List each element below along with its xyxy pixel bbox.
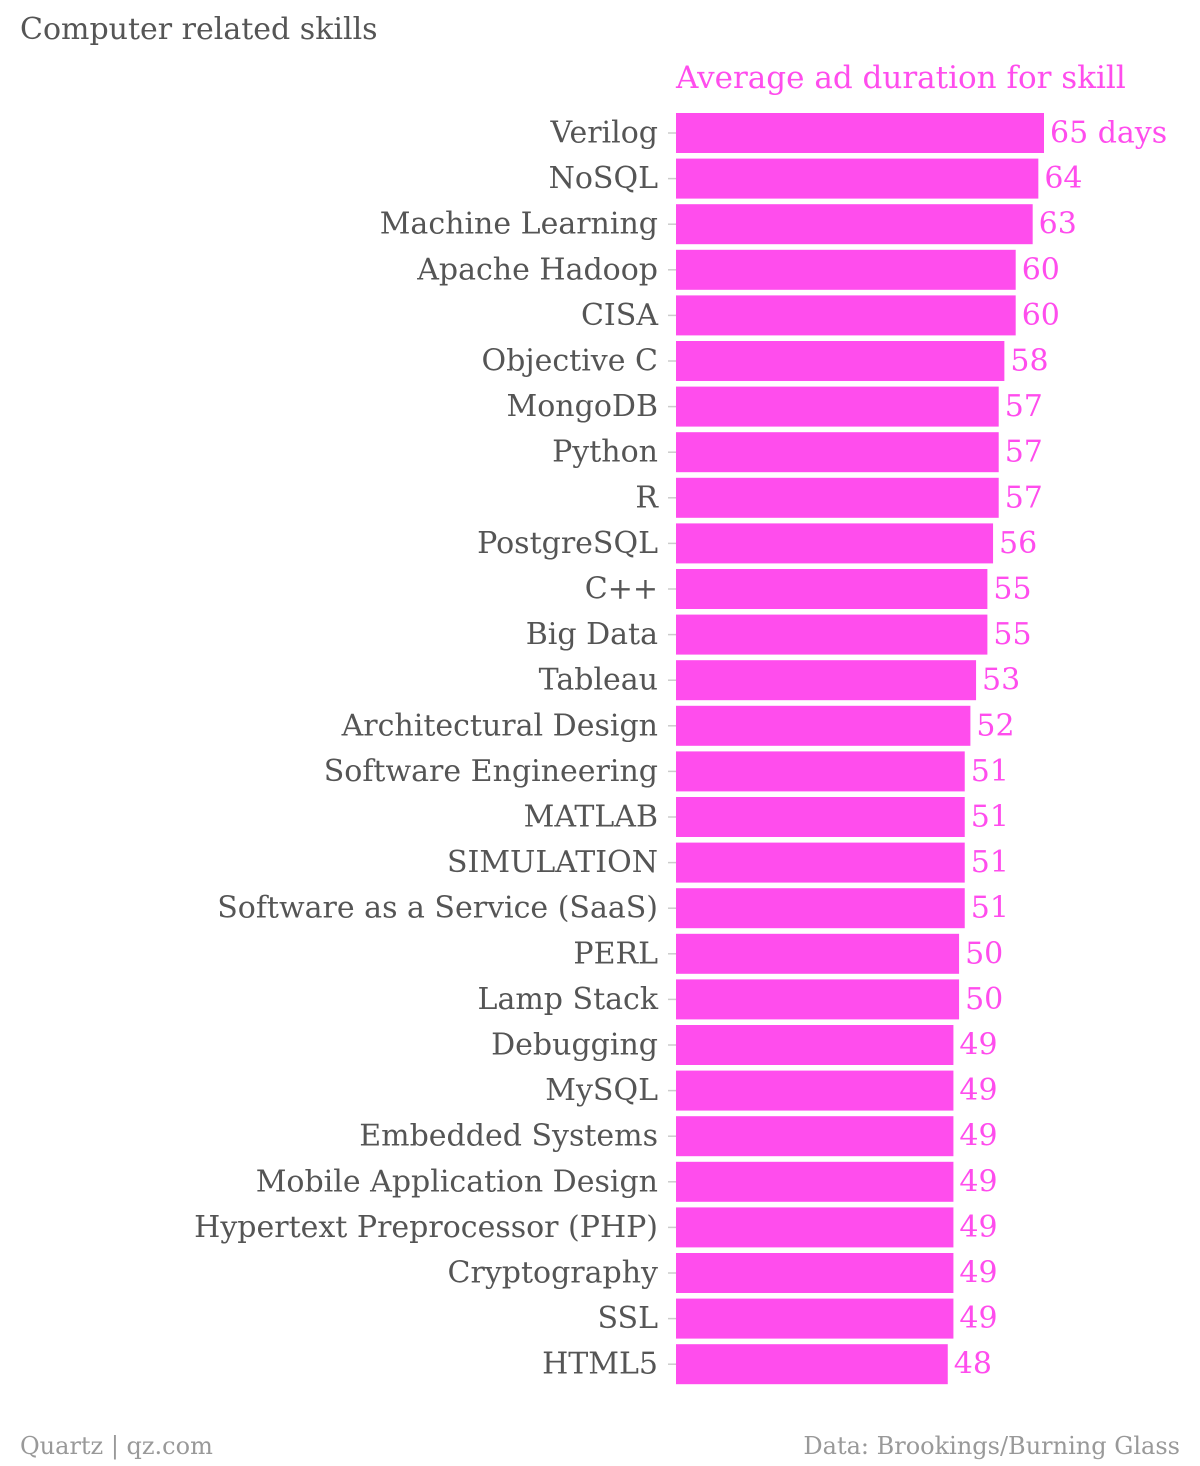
bar — [676, 705, 971, 746]
bar — [676, 569, 988, 609]
bar — [676, 204, 1033, 245]
bar — [676, 249, 1016, 290]
bar — [676, 614, 988, 655]
data-label: 48 — [954, 1347, 992, 1382]
category-label: Machine Learning — [380, 207, 658, 242]
category-label: R — [635, 480, 659, 515]
bar — [676, 1298, 954, 1339]
footer-credit: Quartz | qz.com — [20, 1432, 213, 1460]
category-label: PERL — [573, 936, 658, 971]
bar — [676, 1070, 954, 1111]
category-label: SIMULATION — [447, 845, 658, 880]
bar — [676, 797, 965, 837]
category-label: MySQL — [545, 1073, 658, 1108]
data-label: 50 — [965, 982, 1003, 1017]
bar — [676, 523, 994, 564]
category-label: Objective C — [482, 344, 659, 379]
category-label: C++ — [585, 572, 658, 607]
series-label: Average ad duration for skill — [676, 60, 1126, 96]
category-label: HTML5 — [542, 1347, 658, 1382]
data-label: 51 — [971, 754, 1009, 789]
data-label: 56 — [999, 526, 1037, 561]
data-label: 60 — [1022, 252, 1060, 287]
category-label: Python — [552, 435, 658, 470]
data-label: 65 days — [1050, 116, 1167, 151]
category-label: CISA — [581, 298, 658, 333]
category-label: Architectural Design — [341, 708, 658, 743]
category-label: Software Engineering — [324, 754, 658, 789]
data-label: 58 — [1010, 344, 1048, 379]
bar — [676, 432, 999, 473]
bar — [676, 751, 965, 792]
bar — [676, 1344, 948, 1385]
data-label: 49 — [959, 1256, 997, 1291]
data-label: 60 — [1022, 298, 1060, 333]
data-label: 57 — [1005, 435, 1043, 470]
category-label: Apache Hadoop — [416, 252, 658, 287]
category-label: SSL — [598, 1301, 659, 1336]
category-label: Debugging — [491, 1028, 658, 1063]
data-label: 51 — [971, 800, 1009, 835]
category-label: Software as a Service (SaaS) — [217, 891, 658, 926]
bar — [676, 1025, 954, 1065]
data-label: 63 — [1039, 207, 1077, 242]
data-label: 49 — [959, 1119, 997, 1154]
data-label: 49 — [959, 1028, 997, 1063]
bar — [676, 933, 960, 974]
chart-title: Computer related skills — [20, 12, 378, 47]
bar — [676, 113, 1044, 153]
data-label: 57 — [1005, 480, 1043, 515]
data-label: 64 — [1044, 161, 1082, 196]
data-label: 49 — [959, 1073, 997, 1108]
category-label: Cryptography — [448, 1256, 659, 1291]
data-label: 57 — [1005, 389, 1043, 424]
category-label: Embedded Systems — [359, 1119, 658, 1154]
data-label: 49 — [959, 1301, 997, 1336]
category-label: Tableau — [539, 663, 658, 698]
bar — [676, 888, 965, 929]
data-label: 53 — [982, 663, 1020, 698]
data-label: 55 — [993, 572, 1031, 607]
bar — [676, 295, 1016, 336]
bar — [676, 979, 960, 1020]
data-label: 51 — [971, 845, 1009, 880]
bar — [676, 386, 999, 427]
category-label: Lamp Stack — [478, 982, 659, 1017]
data-label: 55 — [993, 617, 1031, 652]
footer-source: Data: Brookings/Burning Glass — [803, 1432, 1180, 1460]
category-label: Mobile Application Design — [256, 1164, 658, 1199]
category-label: MongoDB — [507, 389, 658, 424]
bar — [676, 1116, 954, 1157]
data-label: 50 — [965, 936, 1003, 971]
data-label: 52 — [976, 708, 1014, 743]
bar — [676, 341, 1005, 381]
bar — [676, 477, 999, 518]
bar — [676, 1161, 954, 1202]
bar — [676, 1253, 954, 1293]
bar — [676, 842, 965, 883]
category-label: NoSQL — [549, 161, 658, 196]
category-label: Hypertext Preprocessor (PHP) — [194, 1210, 658, 1245]
data-label: 49 — [959, 1210, 997, 1245]
bar — [676, 660, 977, 701]
category-label: MATLAB — [524, 800, 658, 835]
data-label: 49 — [959, 1164, 997, 1199]
category-label: Verilog — [550, 116, 658, 151]
bar — [676, 1207, 954, 1248]
category-label: PostgreSQL — [477, 526, 658, 561]
bar — [676, 158, 1039, 199]
category-label: Big Data — [526, 617, 658, 652]
data-label: 51 — [971, 891, 1009, 926]
